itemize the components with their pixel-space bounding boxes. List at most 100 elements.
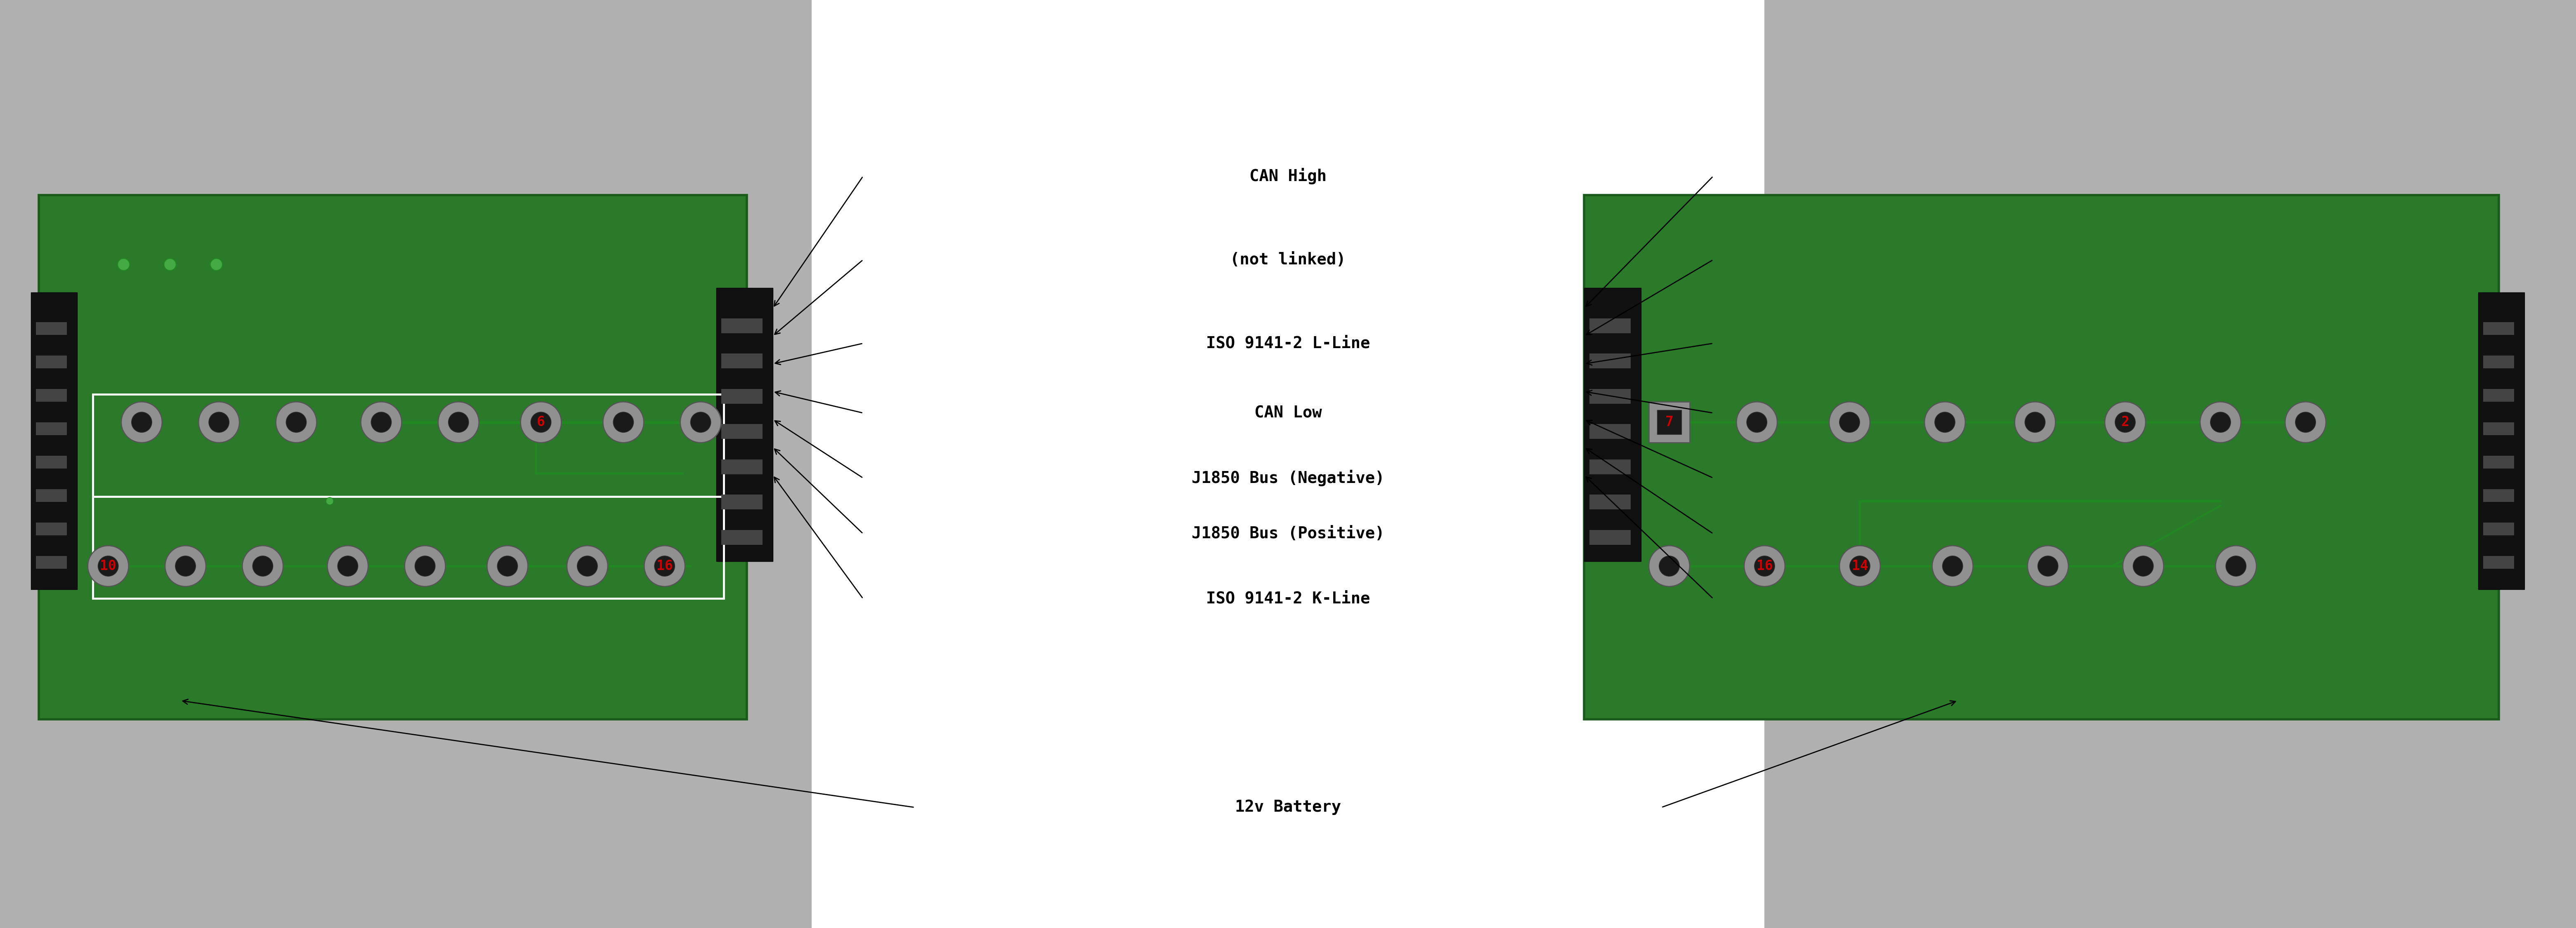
Ellipse shape (603, 402, 644, 443)
Ellipse shape (2226, 556, 2246, 576)
Bar (2483, 389, 2514, 402)
Ellipse shape (448, 412, 469, 432)
Ellipse shape (252, 556, 273, 576)
Ellipse shape (2210, 412, 2231, 432)
Ellipse shape (327, 497, 332, 505)
Bar (93, 496, 724, 599)
Bar (36, 389, 67, 402)
Ellipse shape (121, 402, 162, 443)
Ellipse shape (165, 546, 206, 586)
Ellipse shape (1932, 546, 1973, 586)
Bar (721, 530, 762, 545)
Ellipse shape (175, 556, 196, 576)
Ellipse shape (567, 546, 608, 586)
Ellipse shape (2285, 402, 2326, 443)
Ellipse shape (2295, 412, 2316, 432)
Ellipse shape (88, 546, 129, 586)
Ellipse shape (276, 402, 317, 443)
Ellipse shape (1839, 412, 1860, 432)
Ellipse shape (371, 412, 392, 432)
Ellipse shape (361, 402, 402, 443)
Text: (not linked): (not linked) (1231, 252, 1345, 267)
Ellipse shape (2105, 402, 2146, 443)
Ellipse shape (2014, 402, 2056, 443)
Bar (2478, 292, 2524, 589)
Ellipse shape (415, 556, 435, 576)
Bar (39, 195, 747, 719)
Ellipse shape (337, 556, 358, 576)
Bar (36, 322, 67, 335)
Bar (1584, 195, 2499, 719)
Ellipse shape (2115, 412, 2136, 432)
Ellipse shape (487, 546, 528, 586)
Ellipse shape (131, 412, 152, 432)
Ellipse shape (1829, 402, 1870, 443)
Ellipse shape (1942, 556, 1963, 576)
Bar (1656, 410, 1682, 434)
Bar (1589, 495, 1631, 509)
Text: 16: 16 (1757, 560, 1772, 573)
Ellipse shape (2133, 556, 2154, 576)
Ellipse shape (286, 412, 307, 432)
Bar (36, 556, 67, 569)
Ellipse shape (654, 556, 675, 576)
Ellipse shape (2123, 546, 2164, 586)
Ellipse shape (438, 402, 479, 443)
Bar (1589, 459, 1631, 474)
Ellipse shape (404, 546, 446, 586)
Ellipse shape (1649, 546, 1690, 586)
Bar (2483, 522, 2514, 535)
Ellipse shape (613, 412, 634, 432)
Bar (2483, 355, 2514, 368)
Bar (93, 394, 724, 496)
Bar (31, 292, 77, 589)
Ellipse shape (2200, 402, 2241, 443)
Ellipse shape (118, 258, 129, 271)
Ellipse shape (2038, 556, 2058, 576)
Bar (1589, 530, 1631, 545)
Bar (2483, 489, 2514, 502)
Bar (36, 489, 67, 502)
Ellipse shape (98, 556, 118, 576)
Ellipse shape (1736, 402, 1777, 443)
Bar (1589, 424, 1631, 439)
Bar (2483, 322, 2514, 335)
Bar (721, 424, 762, 439)
Bar (1589, 389, 1631, 404)
Text: J1850 Bus (Positive): J1850 Bus (Positive) (1193, 526, 1383, 541)
Ellipse shape (327, 546, 368, 586)
Ellipse shape (1924, 402, 1965, 443)
Ellipse shape (1935, 412, 1955, 432)
Text: CAN Low: CAN Low (1255, 406, 1321, 420)
Ellipse shape (1850, 556, 1870, 576)
Ellipse shape (520, 402, 562, 443)
Text: CAN High: CAN High (1249, 168, 1327, 185)
Text: 14: 14 (1852, 560, 1868, 573)
Text: ISO 9141-2 K-Line: ISO 9141-2 K-Line (1206, 591, 1370, 606)
Bar (716, 288, 773, 561)
Bar (36, 355, 67, 368)
Bar (721, 389, 762, 404)
Text: 6: 6 (536, 416, 546, 429)
Bar (36, 456, 67, 469)
Ellipse shape (242, 546, 283, 586)
Ellipse shape (2215, 546, 2257, 586)
Bar (1589, 318, 1631, 333)
Ellipse shape (1744, 546, 1785, 586)
Ellipse shape (198, 402, 240, 443)
Bar (2483, 422, 2514, 435)
Bar (1589, 354, 1631, 368)
Ellipse shape (644, 546, 685, 586)
Text: 12v Battery: 12v Battery (1234, 800, 1342, 815)
Text: 16: 16 (657, 560, 672, 573)
Bar (811, 0, 1765, 928)
Bar (721, 354, 762, 368)
Bar (2483, 456, 2514, 469)
Ellipse shape (2027, 546, 2069, 586)
Ellipse shape (211, 258, 222, 271)
Bar (36, 422, 67, 435)
Bar (36, 522, 67, 535)
Text: ISO 9141-2 L-Line: ISO 9141-2 L-Line (1206, 336, 1370, 351)
Bar (1584, 288, 1641, 561)
Bar (1649, 402, 1690, 443)
